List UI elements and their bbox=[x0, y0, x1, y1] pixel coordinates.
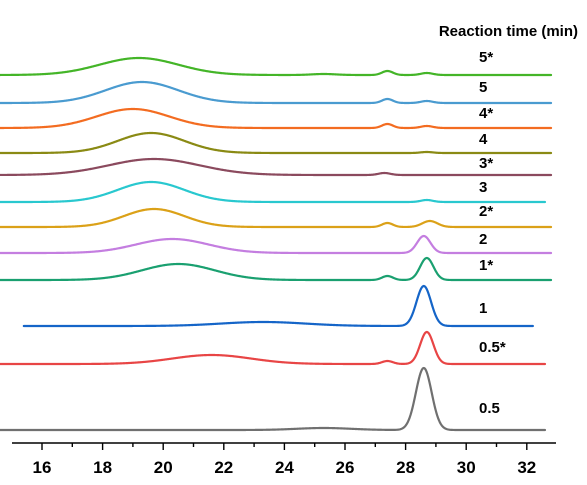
series-line-0-5-star bbox=[0, 330, 547, 366]
series-line-5-star bbox=[0, 56, 553, 77]
series-line-0-5 bbox=[0, 366, 547, 432]
series-label-1-star: 1* bbox=[479, 257, 493, 274]
x-tick-label: 16 bbox=[33, 458, 52, 477]
series-line-2-star bbox=[0, 207, 553, 229]
x-tick-label: 28 bbox=[396, 458, 415, 477]
series-label-5-star: 5* bbox=[479, 49, 493, 66]
series-label-3-star: 3* bbox=[479, 155, 493, 172]
x-tick-label: 18 bbox=[93, 458, 112, 477]
series-line-4-star bbox=[0, 107, 553, 130]
traces-group bbox=[0, 56, 553, 432]
x-tick-label: 32 bbox=[517, 458, 536, 477]
series-label-4-star: 4* bbox=[479, 105, 493, 122]
series-label-2: 2 bbox=[479, 231, 487, 248]
series-label-0-5-star: 0.5* bbox=[479, 339, 506, 356]
x-tick-label: 30 bbox=[457, 458, 476, 477]
series-label-4: 4 bbox=[479, 131, 488, 148]
x-tick-label: 26 bbox=[336, 458, 355, 477]
series-label-2-star: 2* bbox=[479, 203, 493, 220]
x-axis: 16 18 20 22 24 26 28 30 32 bbox=[12, 442, 556, 477]
series-label-0-5: 0.5 bbox=[479, 400, 500, 417]
x-tick-label: 22 bbox=[214, 458, 233, 477]
series-line-4 bbox=[0, 131, 553, 155]
x-tick-label: 24 bbox=[275, 458, 294, 477]
series-labels-group: 5* 5 4* 4 3* 3 2* 2 1* 1 0.5* 0.5 bbox=[479, 49, 506, 417]
series-line-3 bbox=[0, 180, 547, 204]
series-label-3: 3 bbox=[479, 179, 487, 196]
series-line-2 bbox=[0, 234, 553, 255]
series-line-3-star bbox=[0, 157, 553, 177]
series-line-5 bbox=[0, 80, 553, 105]
x-tick-label: 20 bbox=[154, 458, 173, 477]
series-label-5: 5 bbox=[479, 79, 487, 96]
series-line-1-star bbox=[0, 256, 553, 282]
series-line-1 bbox=[22, 284, 534, 328]
series-label-1: 1 bbox=[479, 300, 487, 317]
legend-title: Reaction time (min) bbox=[439, 23, 578, 40]
